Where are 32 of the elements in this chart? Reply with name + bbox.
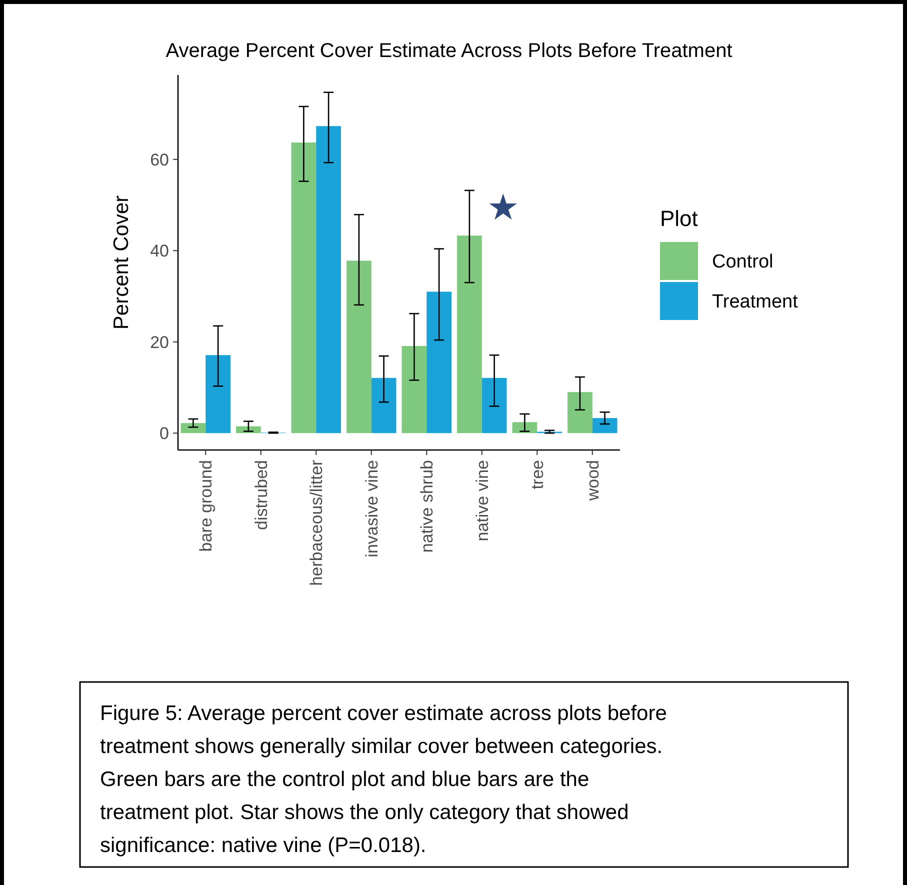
bar xyxy=(568,392,592,434)
legend-label: Control xyxy=(712,252,774,273)
x-tick-label: wood xyxy=(583,460,602,502)
x-tick-label: invasive vine xyxy=(362,460,382,558)
bar xyxy=(316,126,341,434)
bar xyxy=(206,355,230,434)
bar xyxy=(457,236,482,434)
x-tick-label: bare ground xyxy=(196,460,216,552)
bar xyxy=(482,378,507,434)
bar xyxy=(371,378,396,434)
bar xyxy=(402,346,427,434)
bar xyxy=(346,260,372,434)
y-tick-label: 60 xyxy=(150,150,169,170)
y-tick-label: 0 xyxy=(160,424,169,444)
bar xyxy=(426,292,452,434)
x-tick-label: distrubed xyxy=(252,460,271,530)
x-tick-label: native shrub xyxy=(418,460,437,553)
x-tick-label: native vine xyxy=(472,460,492,542)
bar xyxy=(291,142,316,434)
caption: Figure 5: Average percent cover estimate across plots before treatment shows generally similar cover between categories. Green bars are the control plot and blue bars are the treatment plot. Star shows the only category that showed significance: native vine (P=0.018). xyxy=(100,702,667,857)
legend-title: Plot xyxy=(660,206,698,231)
x-tick-label: herbaceous/litter xyxy=(307,460,326,586)
bar xyxy=(512,422,538,434)
annotation: ★ xyxy=(487,186,519,228)
chart-title: Average Percent Cover Estimate Across Plots Before Treatment xyxy=(166,40,733,62)
bar xyxy=(180,423,206,434)
x-tick-label: tree xyxy=(528,460,548,490)
legend-label: Treatment xyxy=(712,292,799,313)
bar xyxy=(592,418,618,434)
y-axis-title: Percent Cover xyxy=(110,195,133,330)
y-tick-label: 20 xyxy=(150,332,169,352)
y-tick-label: 40 xyxy=(150,242,169,261)
